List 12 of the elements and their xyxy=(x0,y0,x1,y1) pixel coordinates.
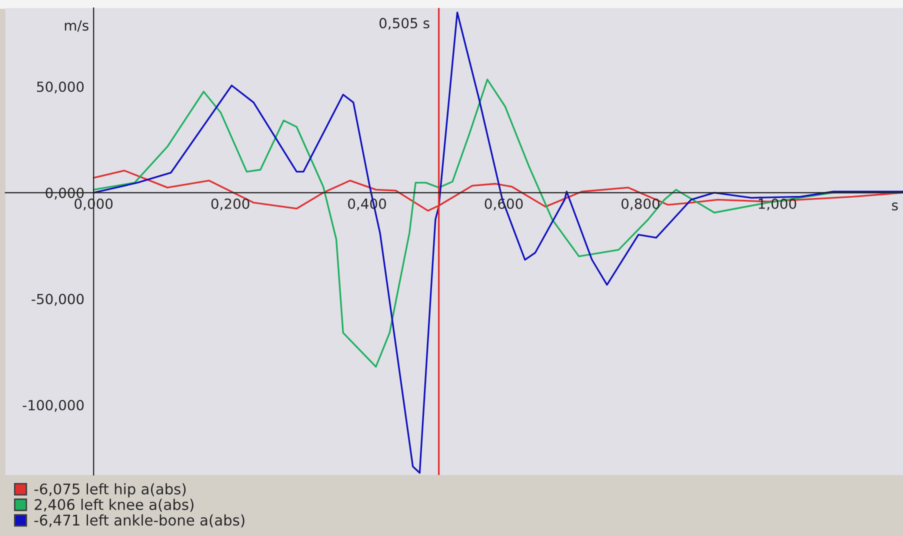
legend-label: -6,471 left ankle-bone a(abs) xyxy=(34,514,244,528)
legend-label: -6,075 left hip a(abs) xyxy=(34,483,186,498)
x-tick-label: 0,800 xyxy=(622,198,660,210)
legend-label: 2,406 left knee a(abs) xyxy=(34,498,194,512)
y-tick-label: -100,000 xyxy=(22,400,84,412)
x-tick-label: 0,200 xyxy=(211,198,250,210)
y-tick-label: -50,000 xyxy=(32,294,84,306)
y-axis-title: m/s xyxy=(64,20,88,32)
y-tick-label: 50,000 xyxy=(37,82,84,94)
ref-line-label: 0,505 s xyxy=(380,18,430,30)
x-axis-title: s xyxy=(892,202,898,210)
x-tick-label: 1,000 xyxy=(758,198,796,210)
